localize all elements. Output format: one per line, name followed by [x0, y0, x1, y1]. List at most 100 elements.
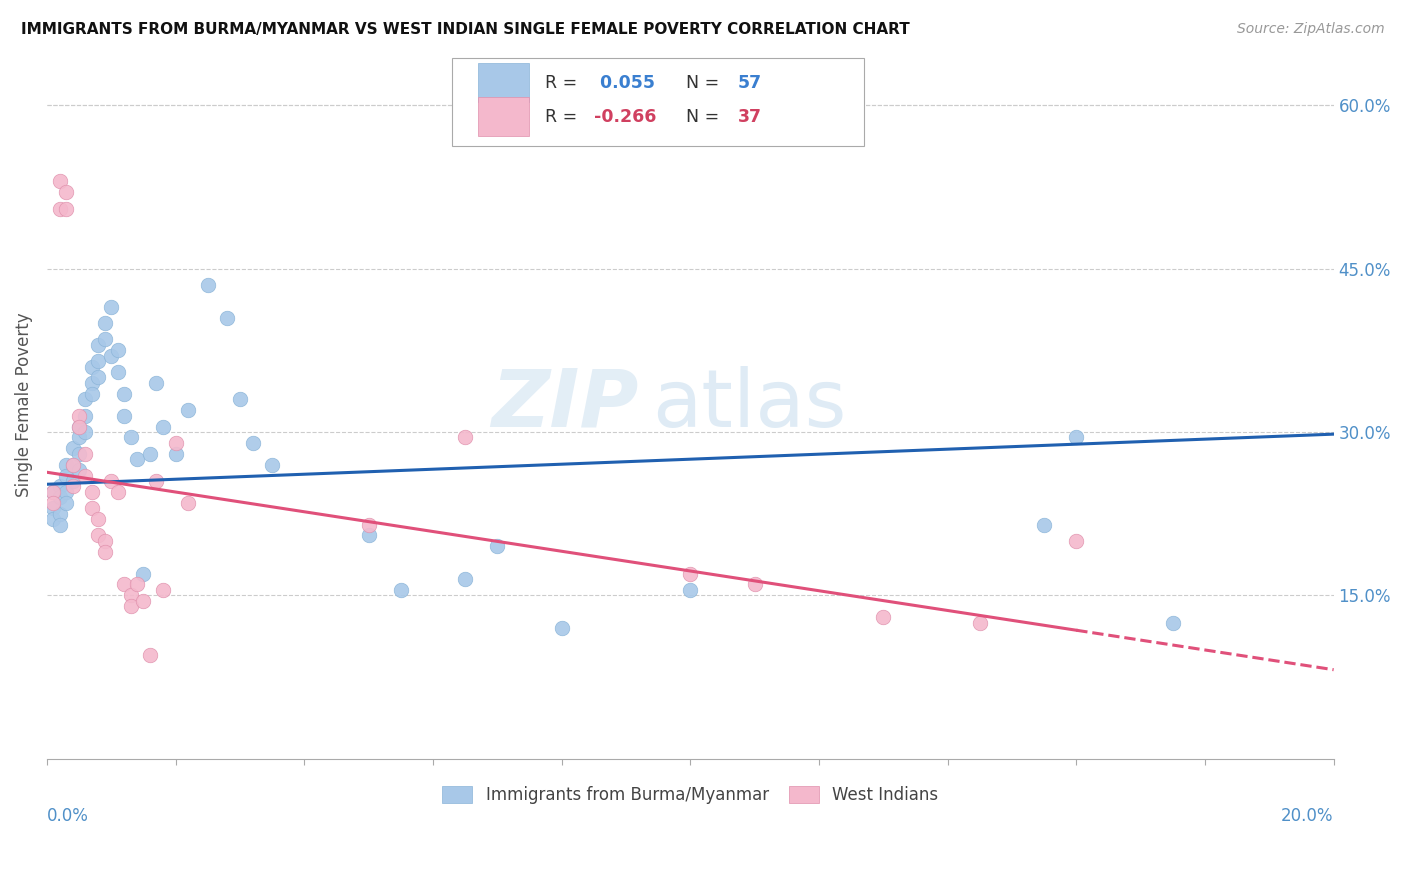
Point	[55, 484, 77, 499]
Point	[80, 501, 103, 516]
Text: 0.055: 0.055	[593, 73, 655, 92]
FancyBboxPatch shape	[478, 63, 530, 102]
Point	[55, 186, 77, 200]
Point	[357, 517, 380, 532]
Point	[75, 409, 97, 423]
Text: IMMIGRANTS FROM BURMA/MYANMAR VS WEST INDIAN SINGLE FEMALE POVERTY CORRELATION C: IMMIGRANTS FROM BURMA/MYANMAR VS WEST IN…	[21, 22, 910, 37]
Point	[112, 409, 135, 423]
Point	[145, 474, 167, 488]
Y-axis label: Single Female Poverty: Single Female Poverty	[15, 312, 32, 497]
Point	[215, 310, 238, 325]
Point	[75, 392, 97, 407]
Point	[80, 359, 103, 374]
Point	[42, 484, 65, 499]
Point	[49, 174, 72, 188]
Point	[1161, 615, 1184, 630]
Point	[120, 588, 142, 602]
Point	[107, 365, 129, 379]
Point	[94, 332, 117, 346]
Point	[1064, 430, 1087, 444]
Point	[120, 599, 142, 614]
Point	[62, 474, 84, 488]
Text: 57: 57	[738, 73, 762, 92]
Point	[67, 409, 90, 423]
Text: 37: 37	[738, 108, 762, 126]
Point	[112, 387, 135, 401]
Point	[49, 479, 72, 493]
Point	[139, 648, 162, 663]
Point	[67, 447, 90, 461]
Point	[94, 316, 117, 330]
Point	[67, 419, 90, 434]
Point	[62, 442, 84, 456]
Point	[49, 507, 72, 521]
FancyBboxPatch shape	[453, 58, 863, 146]
Point	[132, 594, 155, 608]
Point	[139, 447, 162, 461]
Point	[125, 452, 148, 467]
Point	[49, 202, 72, 216]
Point	[454, 572, 477, 586]
Point	[550, 621, 572, 635]
Point	[55, 202, 77, 216]
Point	[120, 430, 142, 444]
Text: R =: R =	[546, 108, 582, 126]
Point	[42, 512, 65, 526]
Point	[80, 376, 103, 390]
Point	[679, 566, 702, 581]
Point	[454, 430, 477, 444]
Point	[486, 539, 509, 553]
Point	[197, 277, 219, 292]
Point	[107, 343, 129, 358]
Point	[389, 582, 412, 597]
Text: ZIP: ZIP	[492, 366, 638, 443]
Point	[87, 512, 110, 526]
Point	[62, 479, 84, 493]
Point	[75, 468, 97, 483]
Point	[969, 615, 991, 630]
Text: -0.266: -0.266	[593, 108, 657, 126]
Point	[100, 474, 122, 488]
Point	[107, 484, 129, 499]
Text: Source: ZipAtlas.com: Source: ZipAtlas.com	[1237, 22, 1385, 37]
Point	[94, 533, 117, 548]
Point	[744, 577, 766, 591]
Point	[62, 458, 84, 472]
Point	[55, 458, 77, 472]
Point	[165, 447, 187, 461]
Point	[49, 491, 72, 505]
Point	[42, 501, 65, 516]
Point	[55, 468, 77, 483]
Point	[177, 403, 200, 417]
Point	[49, 517, 72, 532]
Legend: Immigrants from Burma/Myanmar, West Indians: Immigrants from Burma/Myanmar, West Indi…	[436, 779, 945, 811]
Point	[100, 349, 122, 363]
Point	[100, 300, 122, 314]
Point	[125, 577, 148, 591]
Point	[80, 484, 103, 499]
Text: N =: N =	[686, 108, 725, 126]
Point	[177, 496, 200, 510]
Point	[357, 528, 380, 542]
Point	[242, 435, 264, 450]
Point	[679, 582, 702, 597]
Point	[62, 458, 84, 472]
Point	[112, 577, 135, 591]
Point	[87, 338, 110, 352]
Point	[75, 447, 97, 461]
Point	[80, 387, 103, 401]
Point	[1033, 517, 1056, 532]
Point	[229, 392, 252, 407]
Point	[872, 610, 894, 624]
Point	[262, 458, 284, 472]
Point	[67, 463, 90, 477]
Point	[87, 528, 110, 542]
Point	[67, 419, 90, 434]
Text: atlas: atlas	[651, 366, 846, 443]
Point	[94, 545, 117, 559]
Point	[152, 582, 174, 597]
Text: R =: R =	[546, 73, 582, 92]
Point	[87, 354, 110, 368]
Point	[145, 376, 167, 390]
Text: 20.0%: 20.0%	[1281, 807, 1334, 825]
